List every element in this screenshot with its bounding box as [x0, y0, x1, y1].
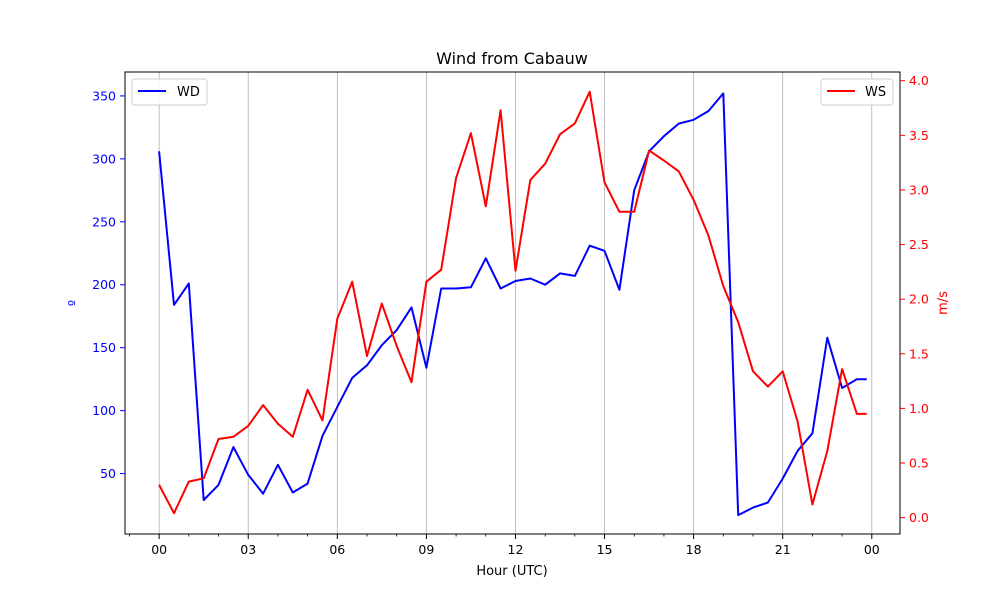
y-right-tick-label: 4.0	[909, 73, 929, 88]
y-left-tick-label: 50	[100, 466, 116, 481]
y-left-tick-label: 100	[92, 403, 116, 418]
x-tick-label: 18	[686, 542, 702, 557]
y-right-tick-label: 2.5	[909, 237, 929, 252]
y-right-tick-label: 1.0	[909, 401, 929, 416]
x-tick-label: 15	[597, 542, 613, 557]
x-tick-label: 00	[864, 542, 880, 557]
x-axis-title: Hour (UTC)	[476, 564, 547, 579]
y-axis-right: 0.0 0.5 1.0 1.5 2.0 2.5 3.0 3.5 4.0	[900, 73, 929, 525]
series-layer	[158, 90, 867, 517]
y-axis-left-title: º	[67, 300, 82, 306]
x-tick-label: 09	[418, 542, 434, 557]
x-tick-label: 00	[151, 542, 167, 557]
legend-left: WD	[131, 78, 208, 106]
x-tick-label: 21	[775, 542, 791, 557]
y-right-tick-label: 3.0	[909, 182, 929, 197]
y-left-tick-label: 250	[92, 214, 116, 229]
chart-title: Wind from Cabauw	[436, 49, 588, 68]
x-tick-label: 06	[329, 542, 345, 557]
x-axis: 00 03 06 09 12 15 18 21 00	[129, 534, 880, 557]
legend-right: WS	[820, 78, 894, 106]
grid-layer	[158, 72, 873, 534]
y-axis-left: 50 100 150 200 250 300 350	[92, 88, 125, 481]
legend-right-label: WS	[865, 85, 886, 100]
x-tick-label: 12	[508, 542, 524, 557]
y-left-tick-label: 300	[92, 151, 116, 166]
y-left-tick-label: 200	[92, 277, 116, 292]
series-line-ws	[158, 90, 867, 515]
legend-left-box	[131, 78, 208, 106]
legend-right-box	[820, 78, 894, 106]
y-left-tick-label: 150	[92, 340, 116, 355]
legend-left-label: WD	[177, 85, 200, 100]
plot-frame	[124, 71, 901, 535]
series-line-wd	[158, 92, 867, 517]
y-right-tick-label: 3.5	[909, 128, 929, 143]
y-right-tick-label: 2.0	[909, 292, 929, 307]
y-axis-right-title: m/s	[936, 291, 951, 315]
y-right-tick-label: 0.0	[909, 510, 929, 525]
y-right-tick-label: 0.5	[909, 456, 929, 471]
y-left-tick-label: 350	[92, 88, 116, 103]
x-tick-label: 03	[240, 542, 256, 557]
y-right-tick-label: 1.5	[909, 346, 929, 361]
